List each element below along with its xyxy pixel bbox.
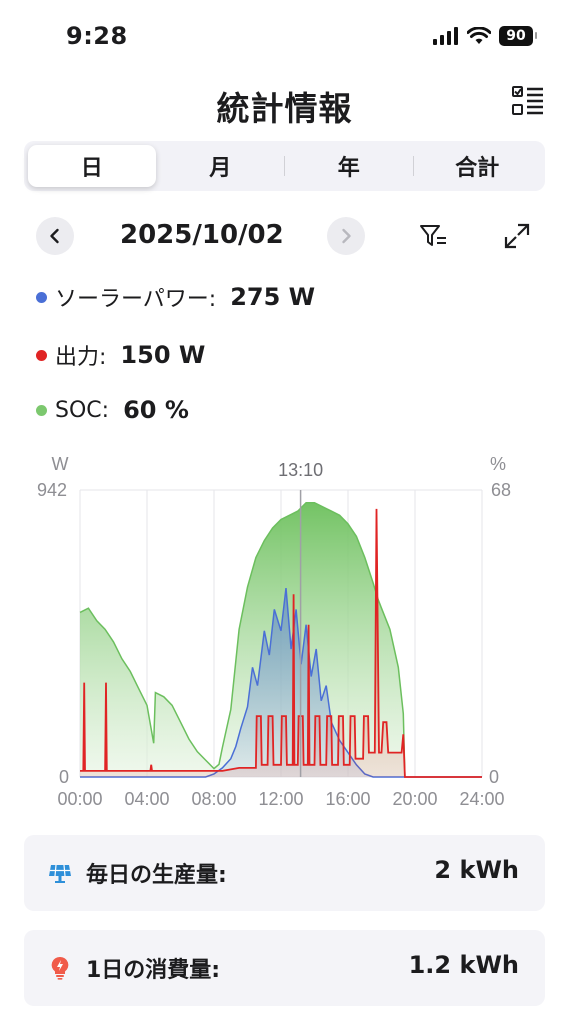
metric-label: SOC:: [55, 397, 110, 423]
x-tick-label: 12:00: [258, 789, 303, 809]
tab-month[interactable]: 月: [209, 156, 232, 181]
x-axis-ticks: 00:00 04:00 08:00 12:00 16:00 20:00 24:00: [57, 789, 504, 809]
solar-series-area: [80, 588, 482, 777]
status-icons: 90: [433, 26, 537, 46]
metric-label: ソーラーパワー:: [55, 287, 217, 312]
left-axis-min: 0: [59, 767, 69, 787]
expand-icon[interactable]: [501, 220, 533, 252]
tab-divider: [284, 156, 285, 176]
status-bar: 9:28 90: [0, 0, 569, 70]
filter-icon[interactable]: [418, 220, 450, 252]
next-day-button[interactable]: [327, 217, 365, 255]
chevron-left-icon: [50, 228, 59, 244]
left-axis-max: 942: [37, 480, 67, 500]
x-tick-label: 04:00: [124, 789, 169, 809]
x-tick-label: 16:00: [325, 789, 370, 809]
solar-panel-icon: [49, 864, 71, 883]
right-axis-min: 0: [489, 767, 499, 787]
soc-dot-icon: [36, 404, 47, 416]
previous-day-button[interactable]: [36, 217, 74, 255]
x-tick-label: 24:00: [459, 789, 504, 809]
metric-output: 出力: 150 W: [36, 339, 205, 371]
tab-day[interactable]: 日: [28, 145, 156, 187]
metric-value: 150 W: [120, 341, 206, 369]
date-navigation: 2025/10/02: [0, 214, 569, 258]
metric-solar-power: ソーラーパワー: 275 W: [36, 281, 315, 313]
right-axis-max: 68: [491, 480, 511, 500]
metric-value: 60 %: [123, 396, 189, 424]
soc-series-line: [79, 501, 406, 778]
header: 統計情報: [0, 76, 569, 132]
metric-soc: SOC: 60 %: [36, 396, 189, 424]
solar-dot-icon: [36, 291, 47, 303]
daily-production-value: 2 kWh: [434, 856, 519, 884]
left-axis-unit: W: [52, 454, 69, 474]
daily-production-card: 毎日の生産量: 2 kWh: [24, 835, 545, 911]
date-label[interactable]: 2025/10/02: [120, 220, 284, 250]
tab-year[interactable]: 年: [337, 156, 360, 181]
daily-consumption-value: 1.2 kWh: [408, 951, 519, 979]
chevron-right-icon: [342, 228, 351, 244]
power-chart[interactable]: W % 942 68 0 0 13:10 00:00 04:00 08:00 12:0…: [0, 440, 569, 820]
tab-divider: [412, 156, 414, 176]
signal-icon: [433, 27, 458, 45]
battery-indicator: 90: [499, 26, 537, 46]
daily-production-label: 毎日の生産量:: [86, 863, 227, 888]
status-time: 9:28: [66, 22, 128, 50]
metric-label: 出力:: [55, 345, 107, 370]
x-tick-label: 00:00: [57, 789, 102, 809]
output-dot-icon: [36, 349, 47, 361]
cursor-time-label: 13:10: [278, 460, 323, 480]
right-axis-unit: %: [490, 454, 506, 474]
x-tick-label: 08:00: [191, 789, 236, 809]
page-title: 統計情報: [216, 89, 353, 128]
daily-consumption-label: 1日の消費量:: [86, 958, 221, 983]
output-series-line: [80, 508, 482, 778]
period-tabs: 日 月 年 合計: [24, 141, 545, 191]
daily-consumption-card: 1日の消費量: 1.2 kWh: [24, 930, 545, 1006]
wifi-icon: [467, 27, 491, 44]
lightbulb-icon: [51, 956, 69, 980]
checklist-icon[interactable]: [511, 84, 545, 118]
x-tick-label: 20:00: [392, 789, 437, 809]
tab-total[interactable]: 合計: [455, 156, 500, 181]
metric-value: 275 W: [230, 283, 316, 311]
